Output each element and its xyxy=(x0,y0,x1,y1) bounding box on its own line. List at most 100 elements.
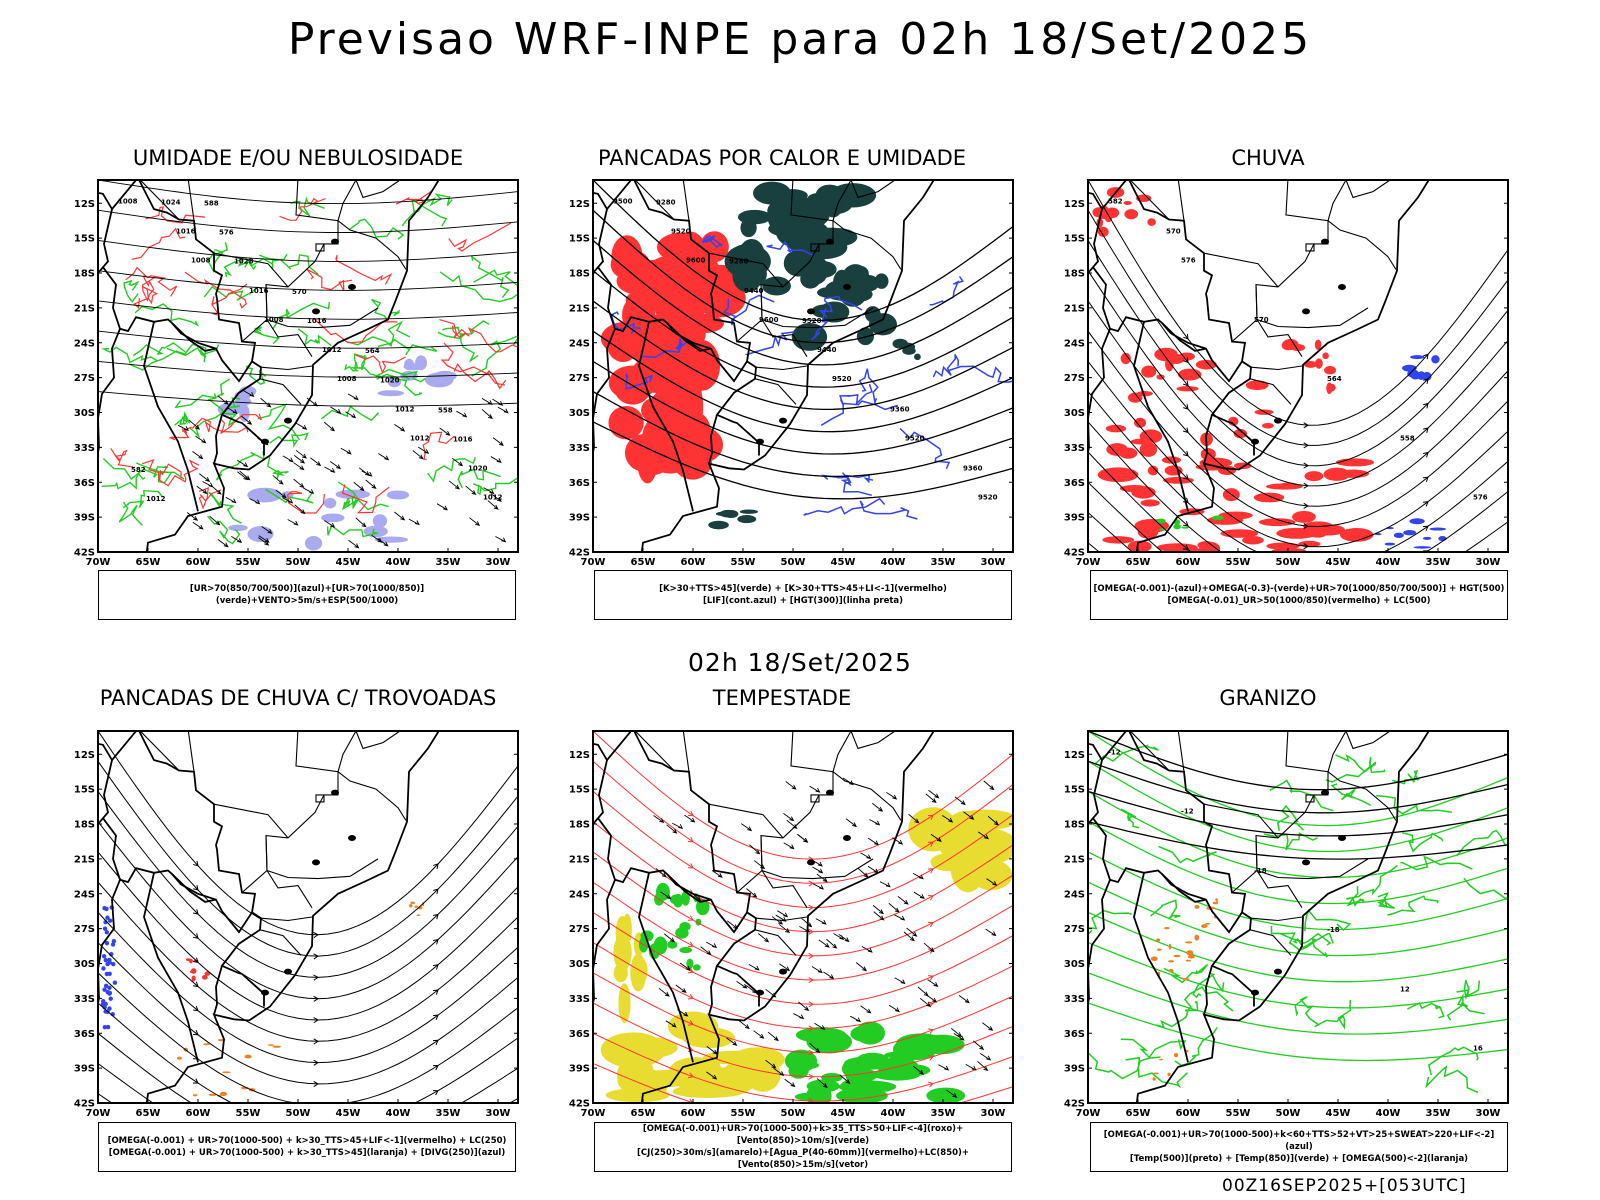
map-panel-pancadas-calor: 9500 9600 9600 9520 9520 9520 9520 9440 9440 9360… xyxy=(569,179,1014,568)
lon-tick-label: 35W xyxy=(931,557,956,568)
contour-label: -18 xyxy=(1254,867,1267,875)
lon-tick-label: 60W xyxy=(186,557,211,568)
run-label: 00Z16SEP2025+[053UTC] xyxy=(1222,1176,1467,1196)
lat-tick-label: 30S xyxy=(1064,408,1085,419)
lon-tick-label: 30W xyxy=(981,557,1006,568)
map-content xyxy=(98,180,518,552)
lon-tick-label: 35W xyxy=(1426,557,1451,568)
contour-label: 1016 xyxy=(176,227,196,235)
lat-tick-label: 30S xyxy=(1064,959,1085,970)
lon-tick-label: 35W xyxy=(1426,1108,1451,1119)
main-title: Previsao WRF-INPE para 02h 18/Set/2025 xyxy=(287,14,1313,65)
lon-tick-label: 45W xyxy=(1326,557,1351,568)
lat-tick-label: 24S xyxy=(1064,889,1085,900)
lon-tick-label: 40W xyxy=(386,1108,411,1119)
contour-label: 582 xyxy=(131,466,146,474)
lat-tick-label: 36S xyxy=(74,478,95,489)
lon-tick-label: 45W xyxy=(831,1108,856,1119)
contour-label: 1008 xyxy=(118,197,138,205)
lat-tick-label: 30S xyxy=(569,408,590,419)
lon-tick-label: 45W xyxy=(336,1108,361,1119)
lon-tick-label: 50W xyxy=(1276,557,1301,568)
contour-label: 570 xyxy=(1254,316,1269,324)
contour-label: 582 xyxy=(1108,197,1123,205)
contour-label: 558 xyxy=(438,407,453,415)
contour-label: 588 xyxy=(204,200,219,208)
caption-line: [OMEGA(-0.001) + UR>70(1000-500) + k>30_… xyxy=(107,1136,507,1146)
lon-tick-label: 30W xyxy=(1476,557,1501,568)
contour-label: 1012 xyxy=(483,494,503,502)
lat-tick-label: 18S xyxy=(1064,820,1085,831)
lon-tick-label: 65W xyxy=(136,1108,161,1119)
lon-tick-label: 50W xyxy=(781,1108,806,1119)
caption-line: [K>30+TTS>45](verde) + [K>30+TTS>45+LI<-… xyxy=(659,584,947,594)
lon-tick-label: 40W xyxy=(881,557,906,568)
map-panel-chuva: 582 576 570 564 558 576 570 12S 15S 18S 21S 24S 27S 3… xyxy=(1064,179,1509,568)
panel-title-pancadas-calor: PANCADAS POR CALOR E UMIDADE xyxy=(597,146,967,170)
lat-tick-label: 42S xyxy=(569,548,590,559)
caption-line: [UR>70(850/700/500)](azul)+[UR>70(1000/8… xyxy=(189,584,425,606)
lon-tick-label: 40W xyxy=(386,557,411,568)
lon-tick-label: 35W xyxy=(931,1108,956,1119)
lat-tick-label: 21S xyxy=(74,854,95,865)
lat-tick-label: 42S xyxy=(1064,1099,1085,1110)
contour-label: 1012 xyxy=(146,495,166,503)
caption-line: [Temp(500)](preto) + [Temp(850)](verde) … xyxy=(1129,1154,1469,1164)
lon-tick-label: 65W xyxy=(631,557,656,568)
panel-title-trovoadas: PANCADAS DE CHUVA C/ TROVOADAS xyxy=(99,686,497,710)
lon-tick-label: 60W xyxy=(1176,557,1201,568)
lat-tick-label: 18S xyxy=(74,269,95,280)
lon-tick-label: 70W xyxy=(86,1108,111,1119)
lon-tick-label: 45W xyxy=(1326,1108,1351,1119)
lat-tick-label: 39S xyxy=(1064,513,1085,524)
lat-tick-label: 18S xyxy=(569,269,590,280)
lat-tick-label: 12S xyxy=(569,199,590,210)
contour-label: 9600 xyxy=(759,316,779,324)
lat-tick-label: 27S xyxy=(569,924,590,935)
caption-umidade: [UR>70(850/700/500)](azul)+[UR>70(1000/8… xyxy=(98,570,516,620)
lat-tick-label: 15S xyxy=(1064,785,1085,796)
lat-tick-label: 15S xyxy=(74,785,95,796)
lon-tick-label: 65W xyxy=(136,557,161,568)
caption-line: [OMEGA(-0.001) + UR>70(1000-500) + k>30_… xyxy=(108,1148,506,1158)
contour-label: 1024 xyxy=(161,198,181,206)
contour-label: 576 xyxy=(1473,494,1488,502)
lat-tick-label: 42S xyxy=(1064,548,1085,559)
lat-tick-label: 36S xyxy=(1064,1029,1085,1040)
lat-tick-label: 30S xyxy=(74,408,95,419)
lat-tick-label: 21S xyxy=(1064,854,1085,865)
lat-tick-label: 33S xyxy=(1064,443,1085,454)
contour-label: 1012 xyxy=(410,434,430,442)
contour-label: 1016 xyxy=(453,436,473,444)
caption-line: [OMEGA(-0.001)-(azul)+OMEGA(-0.3)-(verde… xyxy=(1093,584,1505,594)
contour-label: 9520 xyxy=(802,317,822,325)
lat-tick-label: 12S xyxy=(1064,199,1085,210)
contour-label: 558 xyxy=(1400,434,1415,442)
lon-tick-label: 45W xyxy=(831,557,856,568)
lat-tick-label: 42S xyxy=(74,1099,95,1110)
contour-label: 576 xyxy=(1181,257,1196,265)
caption-line: [LIF](cont.azul) + [HGT(300)](linha pret… xyxy=(702,596,904,606)
lat-tick-label: 15S xyxy=(74,234,95,245)
contour-label: 9520 xyxy=(978,494,998,502)
lat-tick-label: 15S xyxy=(569,234,590,245)
lon-tick-label: 65W xyxy=(1126,557,1151,568)
contour-label: 1008 xyxy=(264,316,284,324)
caption-tempestade: [OMEGA(-0.001)+UR>70(1000-500)+k>35_TTS>… xyxy=(594,1122,1012,1172)
lon-tick-label: 60W xyxy=(681,557,706,568)
lat-tick-label: 42S xyxy=(74,548,95,559)
map-frame xyxy=(97,179,519,553)
contour-label: 9440 xyxy=(817,346,837,354)
contour-label: -12 xyxy=(1108,748,1121,756)
lat-tick-label: 27S xyxy=(74,924,95,935)
map-content xyxy=(593,180,1013,552)
lat-tick-label: 39S xyxy=(74,1064,95,1075)
caption-trovoadas: [OMEGA(-0.001) + UR>70(1000-500) + k>30_… xyxy=(98,1122,516,1172)
contour-label: 576 xyxy=(219,229,234,237)
lat-tick-label: 30S xyxy=(569,959,590,970)
contour-label: 9600 xyxy=(686,257,706,265)
map-panel-umidade: 1008 1008 1008 1008 1012 1012 1016 1016 1012 1012… xyxy=(74,179,519,568)
